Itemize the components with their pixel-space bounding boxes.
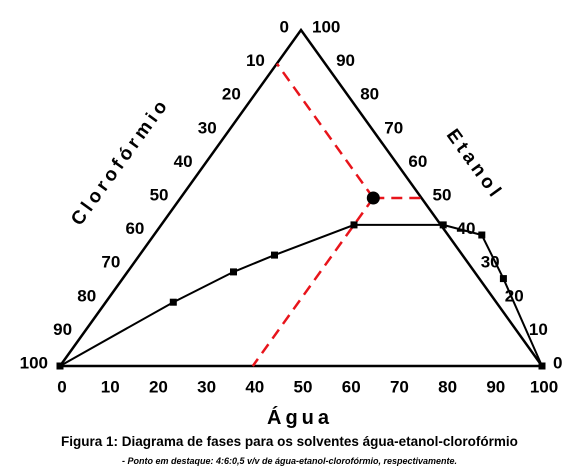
tick-agua-0: 0 — [57, 377, 66, 396]
tick-agua-40: 40 — [245, 377, 264, 396]
axis-title-cloroformio: Clorofórmio — [67, 94, 174, 230]
figure-caption: Figura 1: Diagrama de fases para os solv… — [61, 434, 518, 449]
tick-cloroformio-10: 10 — [246, 51, 265, 70]
tick-etanol-100: 100 — [312, 17, 340, 36]
tick-agua-60: 60 — [342, 377, 361, 396]
binodal-point — [478, 231, 486, 239]
tick-etanol-60: 60 — [408, 152, 427, 171]
highlight-point — [366, 191, 380, 205]
tick-etanol-80: 80 — [360, 85, 379, 104]
tick-etanol-10: 10 — [529, 320, 548, 339]
axis-title-etanol: Etanol — [442, 125, 507, 204]
tick-cloroformio-70: 70 — [101, 253, 120, 272]
tick-cloroformio-80: 80 — [77, 286, 96, 305]
tick-agua-70: 70 — [390, 377, 409, 396]
binodal-point — [350, 221, 358, 229]
binodal-point — [56, 362, 64, 370]
figure-note: - Ponto em destaque: 4:6:0,5 v/v de água… — [121, 456, 458, 466]
tick-cloroformio-50: 50 — [150, 185, 169, 204]
binodal-point — [271, 251, 278, 259]
tick-etanol-70: 70 — [384, 118, 403, 137]
guide-to-cloroformio — [275, 62, 375, 199]
bottom-tick-labels: 0 10 20 30 40 50 60 70 80 90 100 — [57, 377, 558, 396]
tick-agua-80: 80 — [438, 377, 457, 396]
tick-cloroformio-0: 0 — [280, 17, 289, 36]
tick-cloroformio-90: 90 — [53, 320, 72, 339]
binodal-point — [499, 275, 507, 283]
tick-agua-10: 10 — [101, 377, 120, 396]
tick-agua-90: 90 — [486, 377, 505, 396]
binodal-line — [59, 223, 543, 367]
highlight-guides — [251, 62, 422, 367]
axis-title-agua: Água — [267, 406, 333, 429]
binodal-point — [538, 362, 546, 370]
binodal-point — [439, 221, 447, 229]
tick-agua-20: 20 — [149, 377, 168, 396]
left-tick-labels: 0 10 20 30 40 50 60 70 80 90 100 — [20, 17, 289, 372]
binodal-point — [169, 298, 177, 306]
tick-agua-50: 50 — [294, 377, 313, 396]
tick-cloroformio-60: 60 — [125, 219, 144, 238]
tick-agua-100: 100 — [530, 377, 558, 396]
guide-to-agua — [251, 197, 375, 367]
tick-cloroformio-20: 20 — [222, 85, 241, 104]
tick-agua-30: 30 — [197, 377, 216, 396]
tick-etanol-0: 0 — [553, 353, 562, 372]
tick-etanol-40: 40 — [457, 219, 476, 238]
tick-etanol-50: 50 — [433, 185, 452, 204]
binodal-curve — [56, 191, 546, 370]
tick-cloroformio-40: 40 — [174, 152, 193, 171]
tick-cloroformio-100: 100 — [20, 353, 48, 372]
tick-etanol-20: 20 — [505, 286, 524, 305]
triangle-frame — [57, 27, 545, 368]
tick-cloroformio-30: 30 — [198, 118, 217, 137]
tick-etanol-90: 90 — [336, 51, 355, 70]
right-tick-labels: 0 10 20 30 40 50 60 70 80 90 100 — [312, 17, 562, 372]
tick-etanol-30: 30 — [481, 253, 500, 272]
binodal-point — [230, 268, 237, 276]
